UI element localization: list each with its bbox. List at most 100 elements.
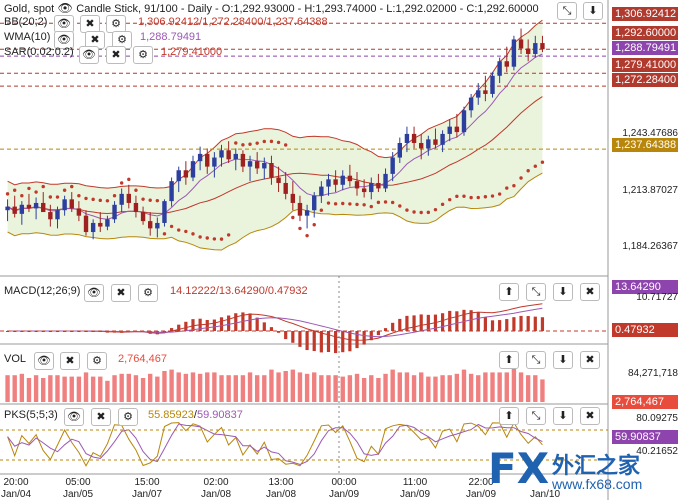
watermark-brand: FX [488,444,550,493]
candle-body [169,181,174,202]
sar-dot [184,229,188,234]
volume-bar [98,376,103,402]
sar-dot [341,201,345,206]
expand-icon[interactable]: ⤡ [557,2,577,20]
sar-dot [455,194,459,199]
sar-dot [77,193,81,198]
eye-icon[interactable]: 👁 [34,352,54,370]
bb-values: 1,306.92412/1,272.28400/1,237.64388 [138,16,328,28]
eye-icon[interactable]: 👁 [64,408,84,426]
close-icon[interactable]: ✖ [60,352,80,370]
candle-body [418,143,424,149]
sar-dot [205,236,209,240]
gear-icon[interactable]: ⚙ [133,46,153,64]
candle-body [90,222,96,233]
candle-body [240,153,246,167]
candle-body [83,215,89,233]
macd-histogram-bar [476,312,480,331]
gear-icon[interactable]: ⚙ [87,352,107,370]
sar-dot [62,188,67,192]
sar-values: 1,279.41000 [161,46,223,58]
arrow-down-icon[interactable]: ⬇ [553,407,573,425]
vol-tag: 2,764,467 [612,395,678,409]
sar-dot [362,203,366,207]
pks-axis-low: 40.21652 [636,446,678,457]
sar-dot [383,200,388,204]
volume-bar [19,373,25,402]
macd-histogram-bar [319,331,323,353]
close-icon[interactable]: ✖ [85,31,105,49]
sar-dot [312,223,316,227]
candle-body [12,206,17,214]
sar-dot [519,176,523,180]
close-icon[interactable]: ✖ [580,283,600,301]
expand-icon[interactable]: ⤡ [526,351,546,369]
volume-bar [483,372,488,402]
eye-icon[interactable]: 👁 [84,284,104,302]
macd-histogram-bar [262,322,266,331]
arrow-up-icon[interactable]: ⬆ [499,351,519,369]
macd-label: MACD(12;26;9) [4,285,81,297]
time-axis-label: Jan/10 [529,489,561,500]
volume-bar [383,373,388,402]
volume-bar [33,375,39,402]
sar-dot [70,184,74,189]
candle-body [140,212,146,222]
gear-icon[interactable]: ⚙ [118,408,138,426]
eye-icon[interactable]: 👁 [57,1,73,15]
candle-body [304,210,310,216]
eye-icon[interactable]: 👁 [54,15,74,33]
arrow-up-icon[interactable]: ⬆ [499,407,519,425]
sar-dot [241,143,245,147]
candle-body [369,182,374,193]
wma-row: WMA(10) [4,31,50,43]
expand-icon[interactable]: ⤡ [526,407,546,425]
close-icon[interactable]: ✖ [106,46,126,64]
arrow-down-icon[interactable]: ⬇ [553,351,573,369]
sar-dot [20,193,24,198]
price-tick: 1,184.26367 [622,241,678,252]
candle-body [33,202,39,209]
volume-bar [233,375,238,402]
volume-bar [476,375,481,402]
sar-dot [305,233,309,238]
volume-bar [361,378,367,402]
close-icon[interactable]: ✖ [91,408,111,426]
volume-bar [304,373,310,402]
close-icon[interactable]: ✖ [580,351,600,369]
candle-body [376,182,381,189]
candle-body [540,43,545,50]
candle-body [426,139,431,149]
volume-bar [397,372,403,402]
time-axis-label: 22:00 Jan/09 [465,477,497,500]
macd-histogram-bar [369,331,373,341]
arrow-down-icon[interactable]: ⬇ [583,2,603,20]
macd-histogram-bar [440,313,445,331]
volume-bar [12,375,17,402]
pks-d-value: 59.90837 [196,409,243,421]
sar-row: SAR(0.02;0.2) [4,46,74,58]
watermark: FX 外汇之家 www.fx68.com [488,444,682,500]
eye-icon[interactable]: 👁 [54,31,74,49]
volume-bar [212,372,217,402]
arrow-down-icon[interactable]: ⬇ [553,283,573,301]
macd-histogram-bar [227,315,231,331]
vol-values: 2,764,467 [118,353,167,365]
eye-icon[interactable]: 👁 [79,46,99,64]
close-icon[interactable]: ✖ [580,407,600,425]
sar-dot [134,188,138,192]
volume-bar [525,375,531,402]
sar-dot [348,202,352,206]
volume-bar [219,375,224,402]
expand-icon[interactable]: ⤡ [526,283,546,301]
gear-icon[interactable]: ⚙ [106,15,126,33]
sar-dot [276,140,281,145]
sar-dot [91,197,95,202]
macd-axis-mid: 10.71727 [636,292,678,303]
sar-dot [48,195,53,199]
candle-body [197,153,203,162]
candle-body [504,61,509,67]
close-icon[interactable]: ✖ [111,284,131,302]
arrow-up-icon[interactable]: ⬆ [499,283,519,301]
gear-icon[interactable]: ⚙ [138,284,158,302]
